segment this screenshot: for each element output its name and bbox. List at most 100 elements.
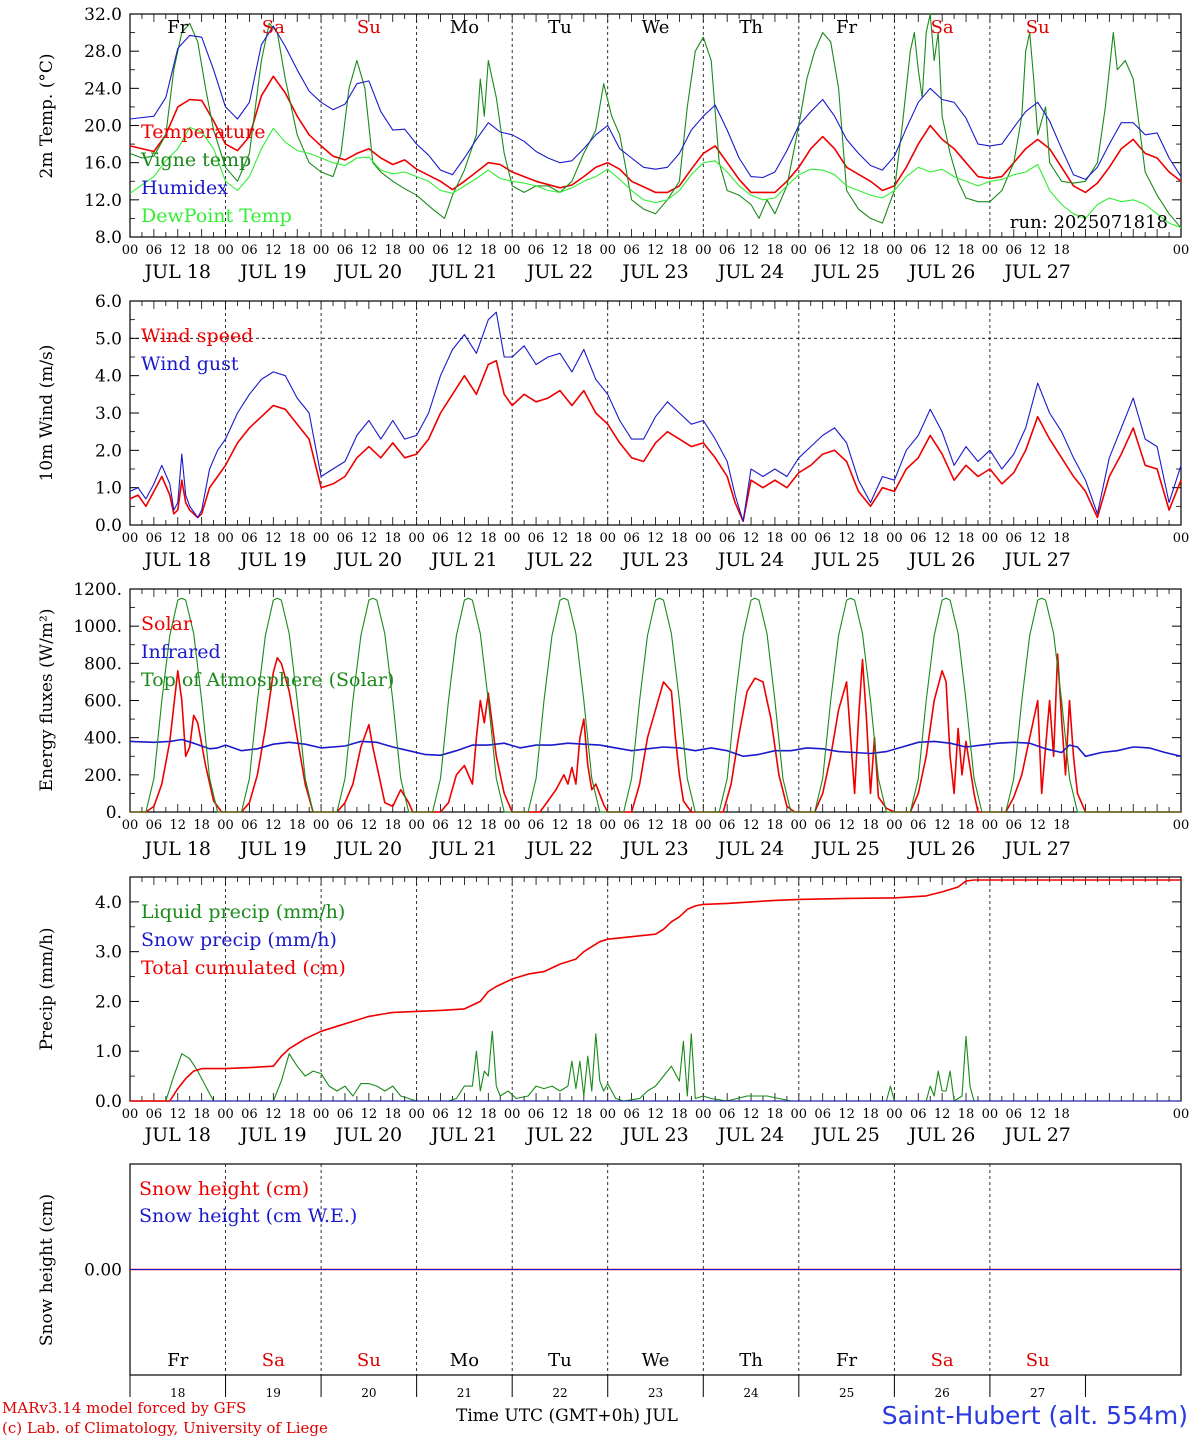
hour-tick-label: 18 [480,818,497,833]
hour-tick-label: 18 [1053,531,1070,546]
hour-tick-label: 06 [623,531,640,546]
hour-tick-label: 12 [552,243,569,258]
hour-tick-label: 12 [934,1107,951,1122]
hour-tick-label: 00 [695,243,712,258]
hour-tick-label: 12 [743,1107,760,1122]
panel-3: 0. 200. 400. 600. 800. 1000. 1200. Energy fluxe… [37,580,1189,860]
hour-tick-label: 12 [265,531,282,546]
date-label: JUL 26 [907,549,975,571]
hour-tick-label: 00 [504,818,521,833]
hour-tick-label: 00 [217,818,234,833]
hour-tick-label: 12 [361,243,378,258]
hour-tick-label: 18 [384,818,401,833]
hour-tick-label: 12 [265,1107,282,1122]
hour-tick-label: 18 [384,1107,401,1122]
credit-line-1: MARv3.14 model forced by GFS [2,1399,247,1417]
y-tick-label: 24.0 [84,79,122,99]
y-tick-label: 4.0 [95,893,122,913]
y-tick-label: 8.0 [95,228,122,248]
date-label: JUL 26 [907,838,975,860]
hour-tick-label: 00 [313,531,330,546]
hour-tick-label: 18 [767,1107,784,1122]
hour-tick-label: 18 [289,531,306,546]
weekday-label: We [642,17,670,38]
weekday-label: Mo [450,1350,479,1371]
station-name: Saint-Hubert (alt. 554m) [881,1401,1188,1430]
y-axis-label: 2m Temp. (°C) [37,53,57,178]
date-label: JUL 27 [1002,261,1070,283]
hour-tick-label: 12 [265,818,282,833]
y-tick-label: 12.0 [84,191,122,211]
y-tick-label: 20.0 [84,117,122,137]
weekday-label: Su [1026,1350,1050,1371]
series-line-humidex [129,25,1182,180]
weekday-label: Fr [836,1350,857,1371]
hour-tick-label: 06 [146,243,163,258]
hour-tick-label: 06 [910,243,927,258]
day-number-label: 18 [170,1386,185,1400]
date-label: JUL 27 [1002,838,1070,860]
hour-tick-label: 06 [528,243,545,258]
hour-tick-label: 12 [361,1107,378,1122]
legend-entry: Snow precip (mm/h) [141,929,337,951]
credit-line-2: (c) Lab. of Climatology, University of L… [2,1419,328,1437]
hour-tick-label: 06 [241,818,258,833]
hour-tick-label: 12 [552,531,569,546]
y-axis-label: Precip (mm/h) [37,927,57,1050]
hour-tick-label: 06 [623,1107,640,1122]
day-number-label: 20 [361,1386,376,1400]
hour-tick-label: 18 [958,243,975,258]
hour-tick-label: 12 [743,531,760,546]
y-tick-label: 400. [84,729,122,749]
hour-tick-label: 18 [576,1107,593,1122]
hour-tick-label: 00 [599,243,616,258]
date-label: JUL 22 [525,838,593,860]
date-label: JUL 21 [429,838,497,860]
hour-tick-label: 18 [289,243,306,258]
hour-tick-label: 00 [217,1107,234,1122]
y-tick-label: 200. [84,766,122,786]
legend-entry: Liquid precip (mm/h) [141,901,345,923]
date-label: JUL 23 [620,1124,688,1146]
series-line-total-cumulated-cm- [130,879,1181,1102]
hour-tick-label: 06 [146,818,163,833]
hour-tick-label: 00 [886,1107,903,1122]
y-tick-label: 3.0 [95,943,122,963]
hour-tick-label: 00 [217,531,234,546]
hour-tick-label: 00 [408,818,425,833]
model-credits: MARv3.14 model forced by GFS (c) Lab. of… [2,1398,328,1438]
date-label: JUL 25 [811,838,879,860]
hour-tick-label: 18 [958,818,975,833]
date-label: JUL 26 [907,1124,975,1146]
y-tick-label: 1.0 [95,479,122,499]
y-axis-label: Energy fluxes (W/m²) [37,609,57,792]
hour-tick-label: 00 [313,1107,330,1122]
hour-tick-label: 00 [791,818,808,833]
y-tick-label: 32.0 [84,5,122,25]
hour-tick-label: 12 [838,818,855,833]
panel-4: 0.0 1.0 2.0 3.0 4.0 Precip (mm/h) Liquid preci… [37,876,1189,1146]
hour-tick-label: 18 [289,1107,306,1122]
y-tick-label: 800. [84,654,122,674]
hour-tick-label: 18 [384,243,401,258]
day-number-label: 24 [743,1386,759,1400]
day-number-label: 25 [839,1386,854,1400]
hour-tick-label: 12 [934,531,951,546]
hour-tick-label: 06 [814,1107,831,1122]
x-axis-title: Time UTC (GMT+0h) JUL [456,1406,678,1426]
hour-tick-label: 12 [934,818,951,833]
hour-tick-label: 18 [767,243,784,258]
hour-tick-label: 12 [838,531,855,546]
hour-tick-label: 00 [599,1107,616,1122]
hour-tick-label: 00 [791,531,808,546]
date-label: JUL 21 [429,549,497,571]
legend-entry: Top of Atmosphere (Solar) [141,669,394,691]
hour-tick-label: 06 [241,1107,258,1122]
hour-tick-label: 18 [193,243,210,258]
hour-tick-label: 18 [958,531,975,546]
legend-entry: Snow height (cm) [139,1178,309,1200]
day-number-label: 21 [457,1386,472,1400]
hour-tick-label: 00 [1173,818,1190,833]
date-label: JUL 25 [811,1124,879,1146]
hour-tick-label: 18 [862,818,879,833]
